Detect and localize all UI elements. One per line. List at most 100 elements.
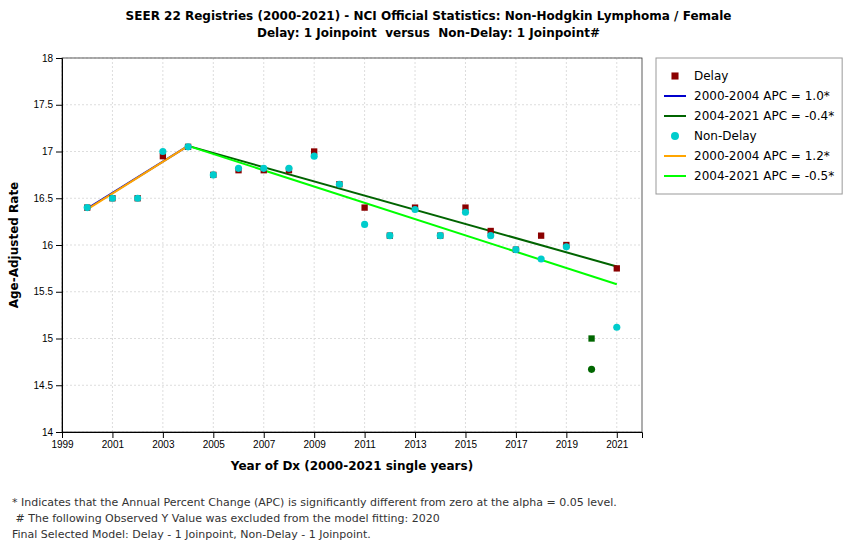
legend-label: 2004-2021 APC = -0.4* xyxy=(694,109,834,123)
tick-mark xyxy=(516,432,517,438)
trend-line xyxy=(188,146,617,267)
point xyxy=(84,204,90,210)
point xyxy=(185,143,192,150)
tick-mark xyxy=(163,432,164,438)
trend-line xyxy=(87,146,188,210)
point xyxy=(185,144,191,150)
trend-line xyxy=(188,146,617,284)
tick-label: 2003 xyxy=(152,439,175,450)
tick-label: 2007 xyxy=(253,439,276,450)
tick: 2003 xyxy=(152,432,175,450)
point xyxy=(538,232,544,238)
point xyxy=(387,232,393,238)
point xyxy=(437,232,443,238)
point xyxy=(411,206,418,213)
grid-line xyxy=(62,338,642,339)
point xyxy=(260,165,267,172)
tick-label: 2019 xyxy=(556,439,579,450)
tick-label: 14.5 xyxy=(34,380,54,391)
point xyxy=(311,153,318,160)
tick: 17 xyxy=(42,146,62,157)
legend-swatch xyxy=(671,72,678,79)
point xyxy=(134,195,141,202)
legend-label: 2000-2004 APC = 1.2* xyxy=(694,149,830,163)
tick-mark xyxy=(56,198,62,199)
point xyxy=(487,232,494,239)
tick: 2015 xyxy=(455,432,478,450)
point xyxy=(210,171,217,178)
point xyxy=(134,195,140,201)
point xyxy=(109,195,115,201)
tick: 14 xyxy=(42,427,62,438)
grid-line xyxy=(213,58,214,432)
tick: 17.5 xyxy=(34,99,62,110)
tick-mark xyxy=(415,432,416,438)
x-axis-label: Year of Dx (2000-2021 single years) xyxy=(230,459,473,473)
tick-mark xyxy=(56,339,62,340)
point xyxy=(336,181,343,188)
tick-mark xyxy=(56,152,62,153)
point xyxy=(159,148,166,155)
tick-label: 1999 xyxy=(51,439,74,450)
legend-swatch xyxy=(664,155,686,157)
tick-mark xyxy=(56,58,62,59)
axis-line xyxy=(56,59,63,433)
legend-swatch xyxy=(664,115,686,117)
tick: 14.5 xyxy=(34,380,62,391)
tick-mark xyxy=(213,432,214,438)
point xyxy=(386,232,393,239)
footnote: * Indicates that the Annual Percent Chan… xyxy=(12,496,617,509)
tick-mark xyxy=(112,432,113,438)
legend-label: 2004-2021 APC = -0.5* xyxy=(694,169,834,183)
tick-label: 18 xyxy=(42,53,54,64)
legend-label: 2000-2004 APC = 1.0* xyxy=(694,89,830,103)
point xyxy=(613,324,620,331)
grid xyxy=(62,58,642,432)
grid-line xyxy=(616,58,617,432)
tick-label: 2021 xyxy=(606,439,629,450)
tick-mark xyxy=(365,432,366,438)
legend-swatch xyxy=(664,175,686,177)
legend-item: 2000-2004 APC = 1.2* xyxy=(664,149,830,163)
point xyxy=(361,221,368,228)
grid-line xyxy=(62,245,642,246)
point xyxy=(361,204,367,210)
chart: SEER 22 Registries (2000-2021) - NCI Off… xyxy=(0,0,857,554)
point xyxy=(512,246,519,253)
tick: 16 xyxy=(42,240,62,251)
point xyxy=(588,335,594,341)
tick: 2013 xyxy=(404,432,427,450)
tick: 2005 xyxy=(203,432,226,450)
tick: 15.5 xyxy=(34,286,62,297)
point xyxy=(210,172,216,178)
grid-line xyxy=(465,58,466,432)
point xyxy=(84,204,91,211)
tick-label: 17.5 xyxy=(34,99,54,110)
legend-item: 2004-2021 APC = -0.5* xyxy=(664,169,834,183)
grid-line xyxy=(364,58,365,432)
tick: 2019 xyxy=(556,432,579,450)
tick-mark xyxy=(56,105,62,106)
y-axis: 14 14.5 15 15.5 16 16.5 17 17.5 18 xyxy=(34,53,63,438)
point xyxy=(336,181,342,187)
point xyxy=(437,232,444,239)
point xyxy=(109,195,116,202)
tick: 15 xyxy=(42,333,62,344)
tick-label: 16 xyxy=(42,240,54,251)
point xyxy=(285,165,292,172)
legend-item: 2004-2021 APC = -0.4* xyxy=(664,109,834,123)
tick: 2011 xyxy=(354,432,376,450)
tick-label: 16.5 xyxy=(34,193,54,204)
plot: 1999200120032005200720092011201320152017… xyxy=(7,53,643,473)
trend-line xyxy=(87,146,188,209)
tick: 18 xyxy=(42,53,62,64)
point xyxy=(538,255,545,262)
tick: 1999 xyxy=(51,432,74,450)
tick-mark xyxy=(465,432,466,438)
point xyxy=(588,366,595,373)
tick: 16.5 xyxy=(34,193,62,204)
grid-line xyxy=(112,58,113,432)
tick-mark xyxy=(56,245,62,246)
marks xyxy=(84,143,621,373)
tick-mark xyxy=(56,432,62,433)
